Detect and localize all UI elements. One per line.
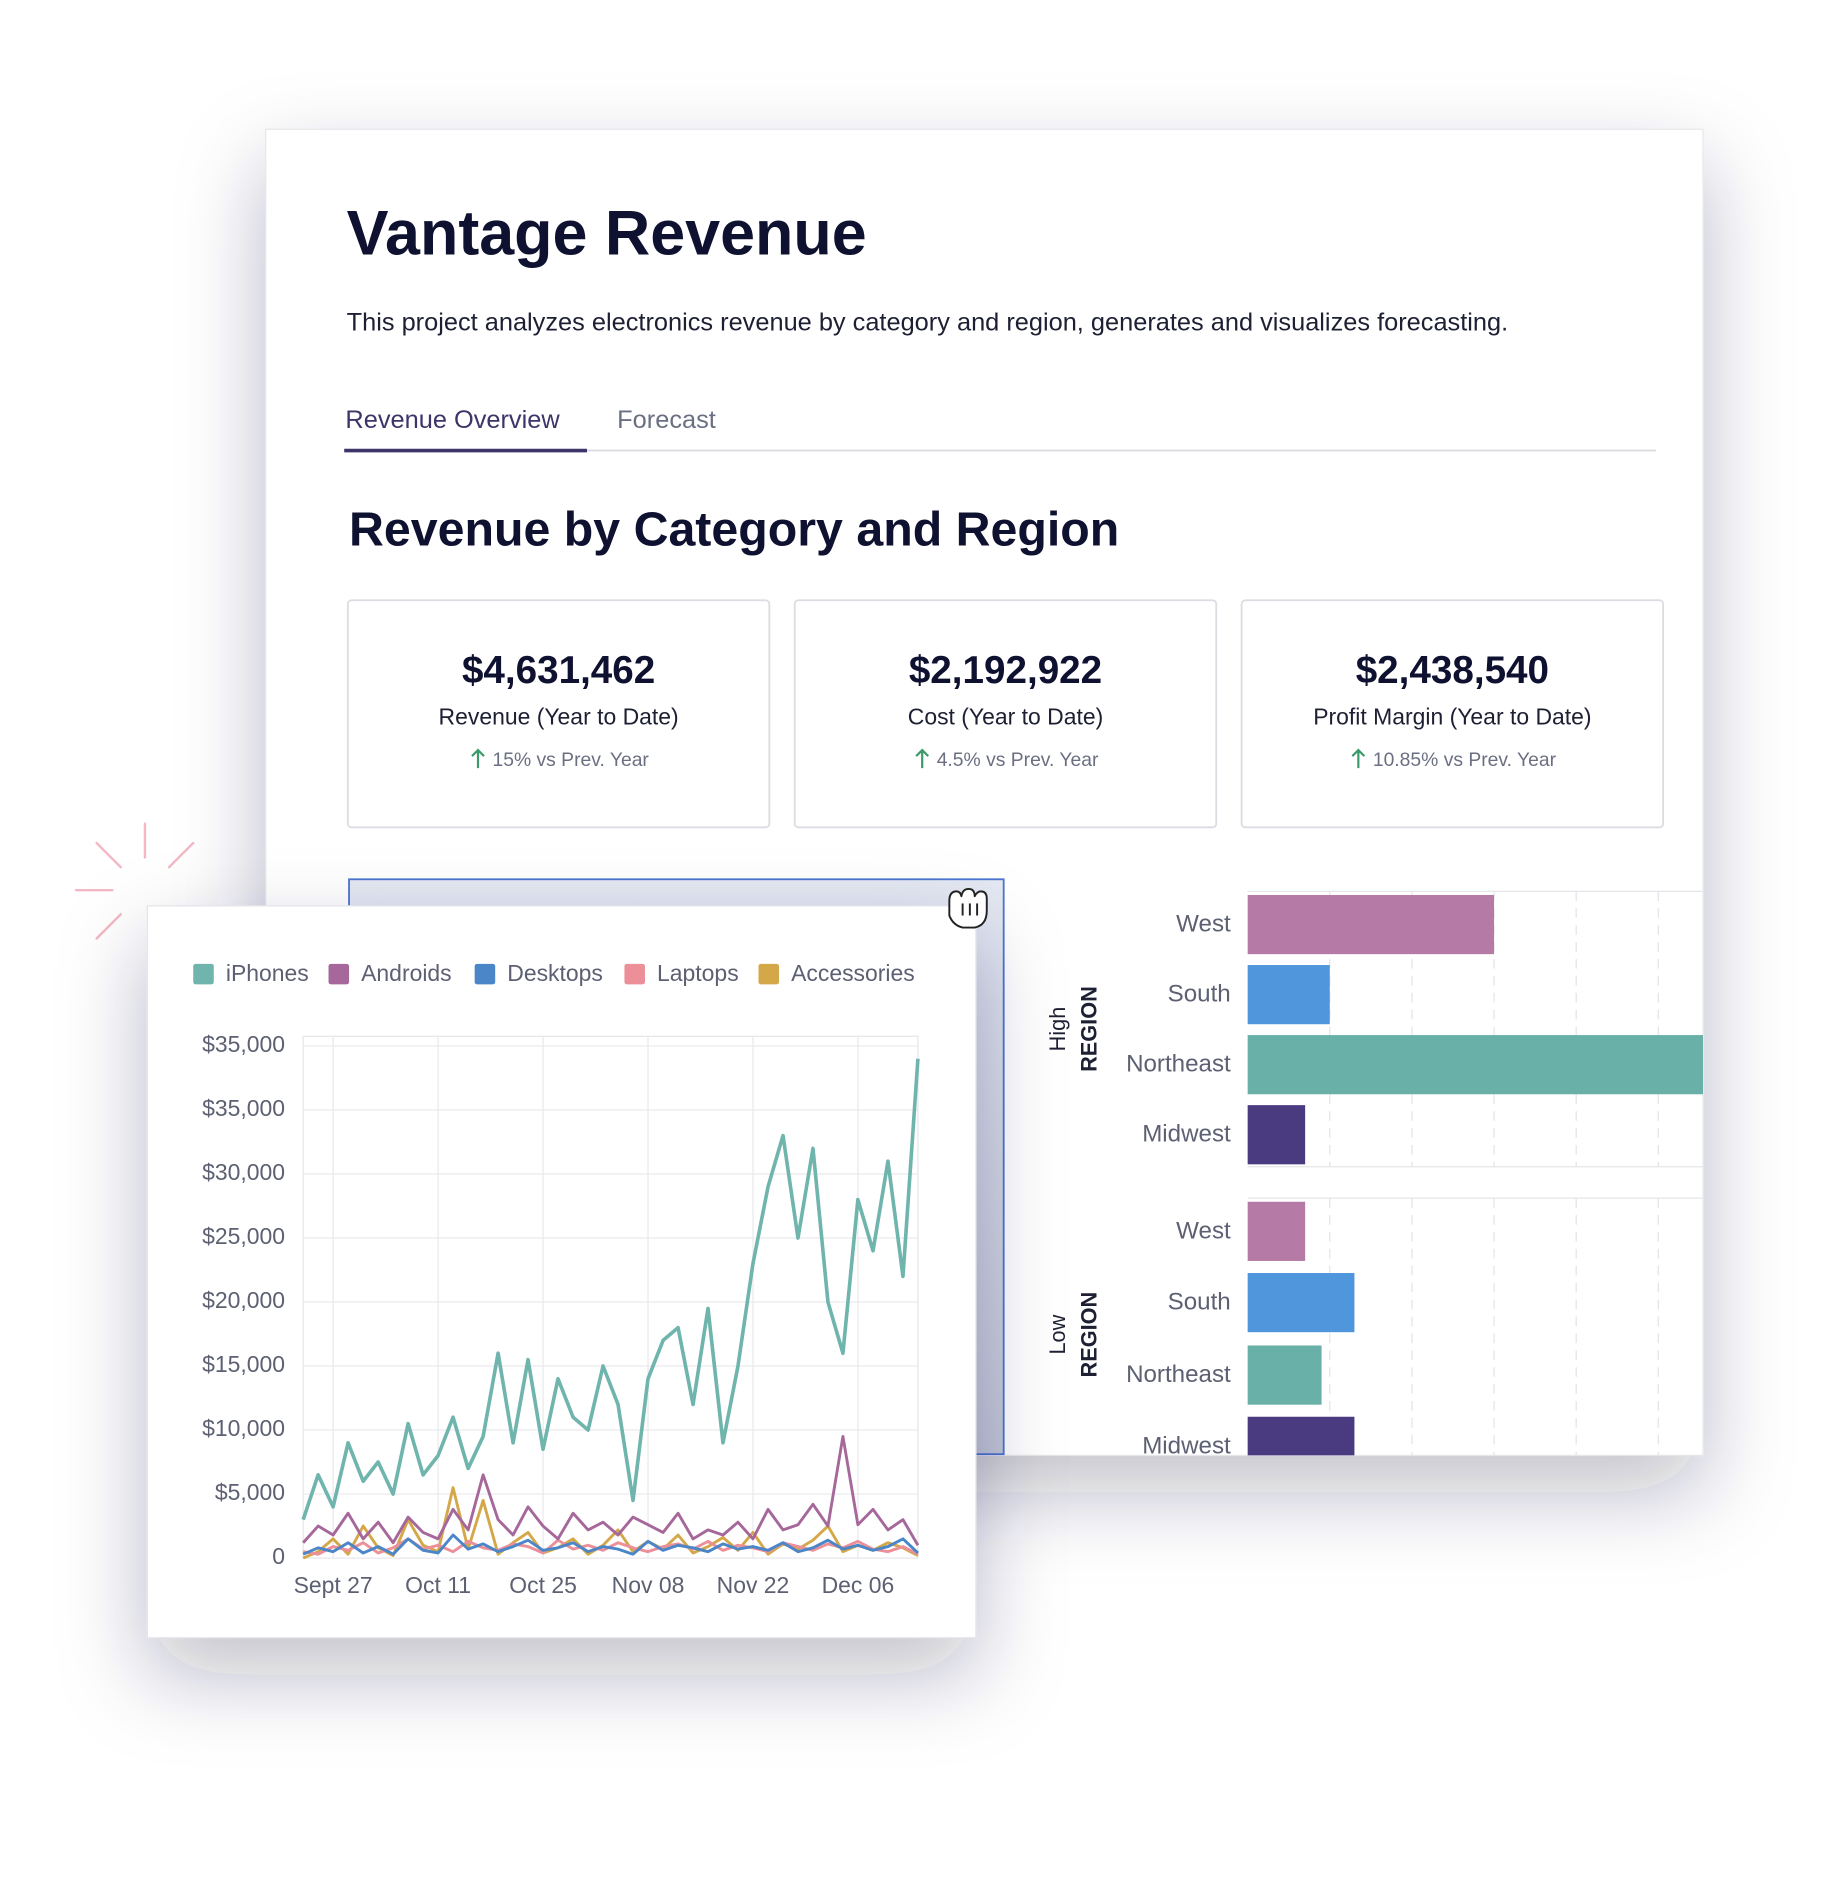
y-tick-label: $25,000 xyxy=(202,1223,285,1249)
legend-label[interactable]: iPhones xyxy=(226,960,309,986)
y-tick-label: $20,000 xyxy=(202,1287,285,1313)
bar[interactable] xyxy=(1247,1273,1355,1333)
legend-label[interactable]: Desktops xyxy=(507,960,603,986)
kpi-value: $4,631,462 xyxy=(462,649,655,692)
kpi-card xyxy=(1240,599,1665,829)
bar[interactable] xyxy=(1247,1035,1757,1095)
y-tick-label: $15,000 xyxy=(202,1351,285,1377)
bar[interactable] xyxy=(1247,965,1330,1025)
x-tick-label: Nov 08 xyxy=(612,1572,685,1598)
category-label: West xyxy=(1176,1217,1231,1244)
legend-label[interactable]: Androids xyxy=(361,960,452,986)
group-label: High xyxy=(1045,1007,1070,1052)
kpi-row: $4,631,462 Revenue (Year to Date) 15% vs P… xyxy=(346,599,1665,829)
group-label: Low xyxy=(1045,1314,1070,1354)
y-tick-label: $5,000 xyxy=(215,1479,285,1505)
series-line xyxy=(301,1058,920,1521)
grab-cursor xyxy=(948,887,988,929)
tab-active[interactable]: Revenue Overview xyxy=(345,406,560,434)
series-line xyxy=(302,1434,920,1546)
up-arrow xyxy=(915,748,930,769)
kpi-card xyxy=(346,599,771,829)
group-axis-label: REGION xyxy=(1076,986,1101,1072)
tab[interactable]: Forecast xyxy=(617,406,716,434)
kpi-card xyxy=(793,599,1218,829)
section-title: Revenue by Category and Region xyxy=(349,502,1119,556)
kpi-value: $2,438,540 xyxy=(1356,649,1549,692)
up-arrow xyxy=(1351,748,1366,769)
y-tick-label: $10,000 xyxy=(202,1415,285,1441)
line-chart-card[interactable] xyxy=(146,905,977,1639)
bar[interactable] xyxy=(1247,894,1495,955)
x-tick-label: Oct 25 xyxy=(509,1572,577,1598)
kpi-label: Profit Margin (Year to Date) xyxy=(1313,704,1591,730)
y-tick-label: 0 xyxy=(272,1543,285,1569)
series-line xyxy=(302,1486,919,1560)
up-arrow xyxy=(471,748,485,769)
kpi-change: 4.5% vs Prev. Year xyxy=(937,750,1099,771)
category-label: South xyxy=(1168,981,1231,1008)
page-title: Vantage Revenue xyxy=(347,199,867,269)
y-tick-label: $30,000 xyxy=(202,1159,285,1185)
x-tick-label: Sept 27 xyxy=(294,1572,373,1598)
category-label: Northeast xyxy=(1126,1051,1231,1078)
kpi-change: 15% vs Prev. Year xyxy=(492,750,649,771)
x-tick-label: Dec 06 xyxy=(822,1572,895,1598)
bar[interactable] xyxy=(1247,1201,1306,1261)
group-axis-label: REGION xyxy=(1076,1292,1101,1378)
kpi-change: 10.85% vs Prev. Year xyxy=(1373,750,1557,771)
bar[interactable] xyxy=(1247,1416,1355,1476)
category-label: Midwest xyxy=(1142,1432,1231,1459)
kpi-label: Cost (Year to Date) xyxy=(908,704,1103,730)
category-label: Midwest xyxy=(1142,1121,1231,1148)
bar[interactable] xyxy=(1247,1345,1322,1405)
description: This project analyzes electronics revenu… xyxy=(347,308,1509,336)
line-chart: 0 $5,000 $10,000 $15,000 $20,000 $25,000 $30,0… xyxy=(193,960,920,1598)
series-line xyxy=(302,1533,919,1556)
x-tick-label: Oct 11 xyxy=(405,1572,471,1598)
legend-swatch[interactable] xyxy=(758,963,780,985)
sparkle xyxy=(74,822,195,940)
legend-swatch[interactable] xyxy=(193,963,214,985)
category-label: West xyxy=(1176,911,1231,938)
legend-swatch[interactable] xyxy=(474,963,496,985)
kpi-value: $2,192,922 xyxy=(909,649,1102,692)
x-tick-label: Nov 22 xyxy=(717,1572,790,1598)
y-axis-top-label: $35,000 xyxy=(202,1031,285,1057)
y-tick-label: $35,000 xyxy=(202,1095,285,1121)
legend-swatch[interactable] xyxy=(624,963,645,985)
category-label: Northeast xyxy=(1126,1361,1231,1388)
category-label: South xyxy=(1168,1289,1231,1316)
legend-label[interactable]: Accessories xyxy=(791,960,915,986)
legend-label[interactable]: Laptops xyxy=(657,960,739,986)
legend-swatch[interactable] xyxy=(328,963,350,985)
bar[interactable] xyxy=(1247,1105,1306,1165)
content: Vantage Revenue This project analyzes el… xyxy=(74,128,1757,1639)
kpi-label: Revenue (Year to Date) xyxy=(439,704,679,730)
